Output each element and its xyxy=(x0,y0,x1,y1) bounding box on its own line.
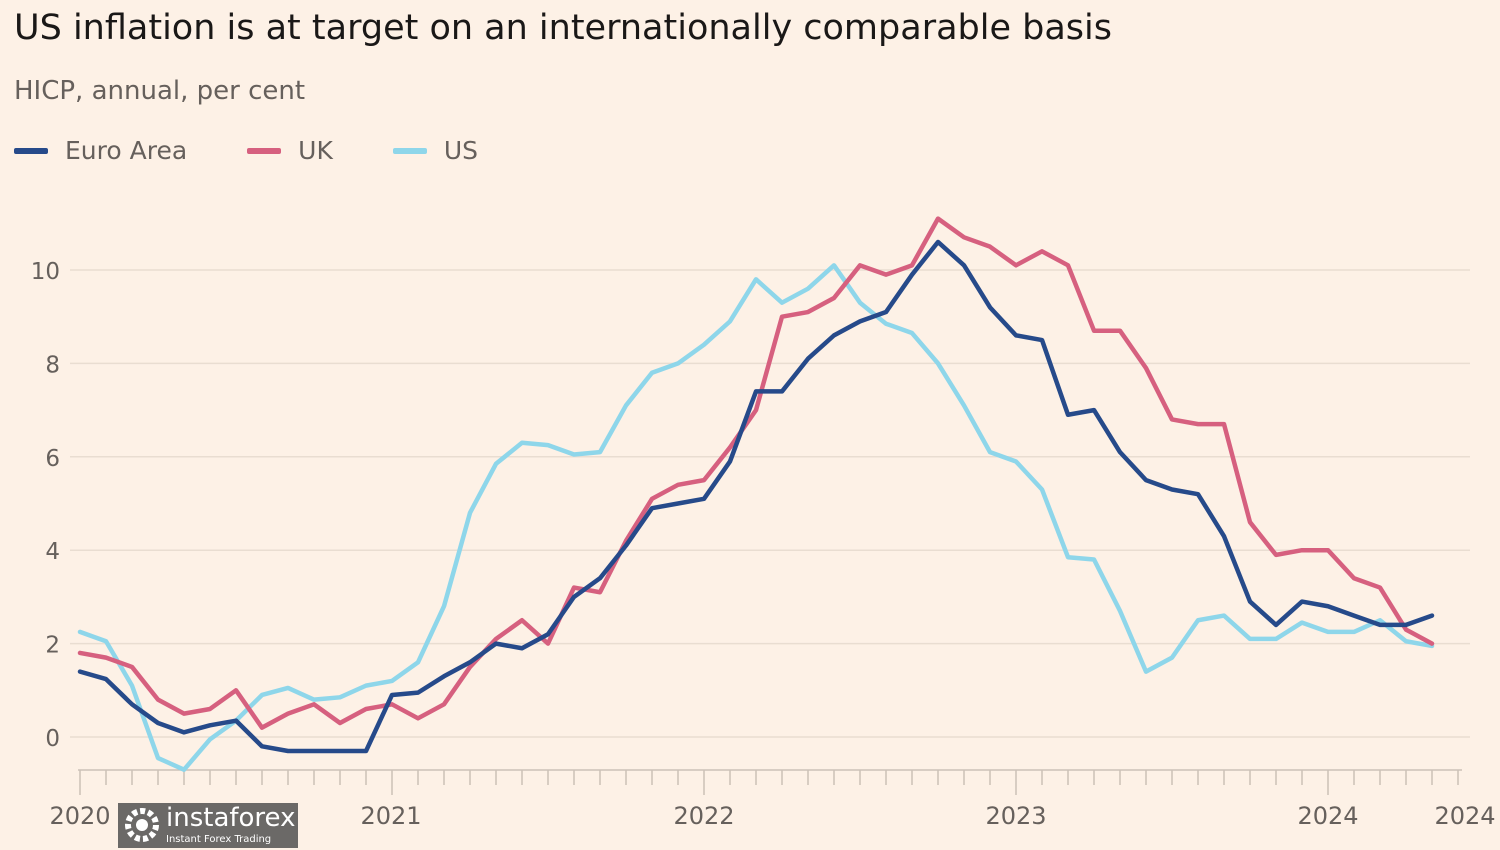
x-tick-label: 2020 xyxy=(49,802,110,830)
legend-item-euro-area: Euro Area xyxy=(14,136,187,165)
legend-label: Euro Area xyxy=(65,136,188,165)
y-tick-label: 10 xyxy=(31,259,60,285)
legend-item-uk: UK xyxy=(247,136,333,165)
legend: Euro Area UK US xyxy=(14,136,538,165)
chart-title: US inflation is at target on an internat… xyxy=(14,8,1112,48)
x-tick-label: 2023 xyxy=(985,802,1046,830)
legend-swatch xyxy=(392,147,427,154)
y-tick-label: 6 xyxy=(45,446,60,472)
legend-swatch xyxy=(247,147,282,154)
y-tick-label: 8 xyxy=(45,352,60,378)
x-tick-label: 2021 xyxy=(360,802,421,830)
y-tick-label: 4 xyxy=(45,539,60,565)
x-tick-label: 2024 xyxy=(1297,802,1358,830)
series-line-euro-area xyxy=(77,239,1435,754)
x-tick-label: 2024 xyxy=(1434,802,1495,830)
legend-label: UK xyxy=(298,136,333,165)
instaforex-logo: instaforex Instant Forex Trading xyxy=(118,803,298,848)
legend-swatch xyxy=(14,147,48,154)
logo-brand: instaforex xyxy=(166,803,296,833)
series-line-us xyxy=(77,263,1435,772)
logo-tagline: Instant Forex Trading xyxy=(166,834,272,845)
gear-icon xyxy=(125,808,159,842)
y-tick-label: 0 xyxy=(45,726,60,752)
x-tick-label: 2022 xyxy=(673,802,734,830)
y-tick-label: 2 xyxy=(45,633,60,659)
series-line-uk xyxy=(77,216,1435,730)
legend-label: US xyxy=(443,136,479,165)
chart-subtitle: HICP, annual, per cent xyxy=(14,76,306,106)
legend-item-us: US xyxy=(392,136,479,165)
